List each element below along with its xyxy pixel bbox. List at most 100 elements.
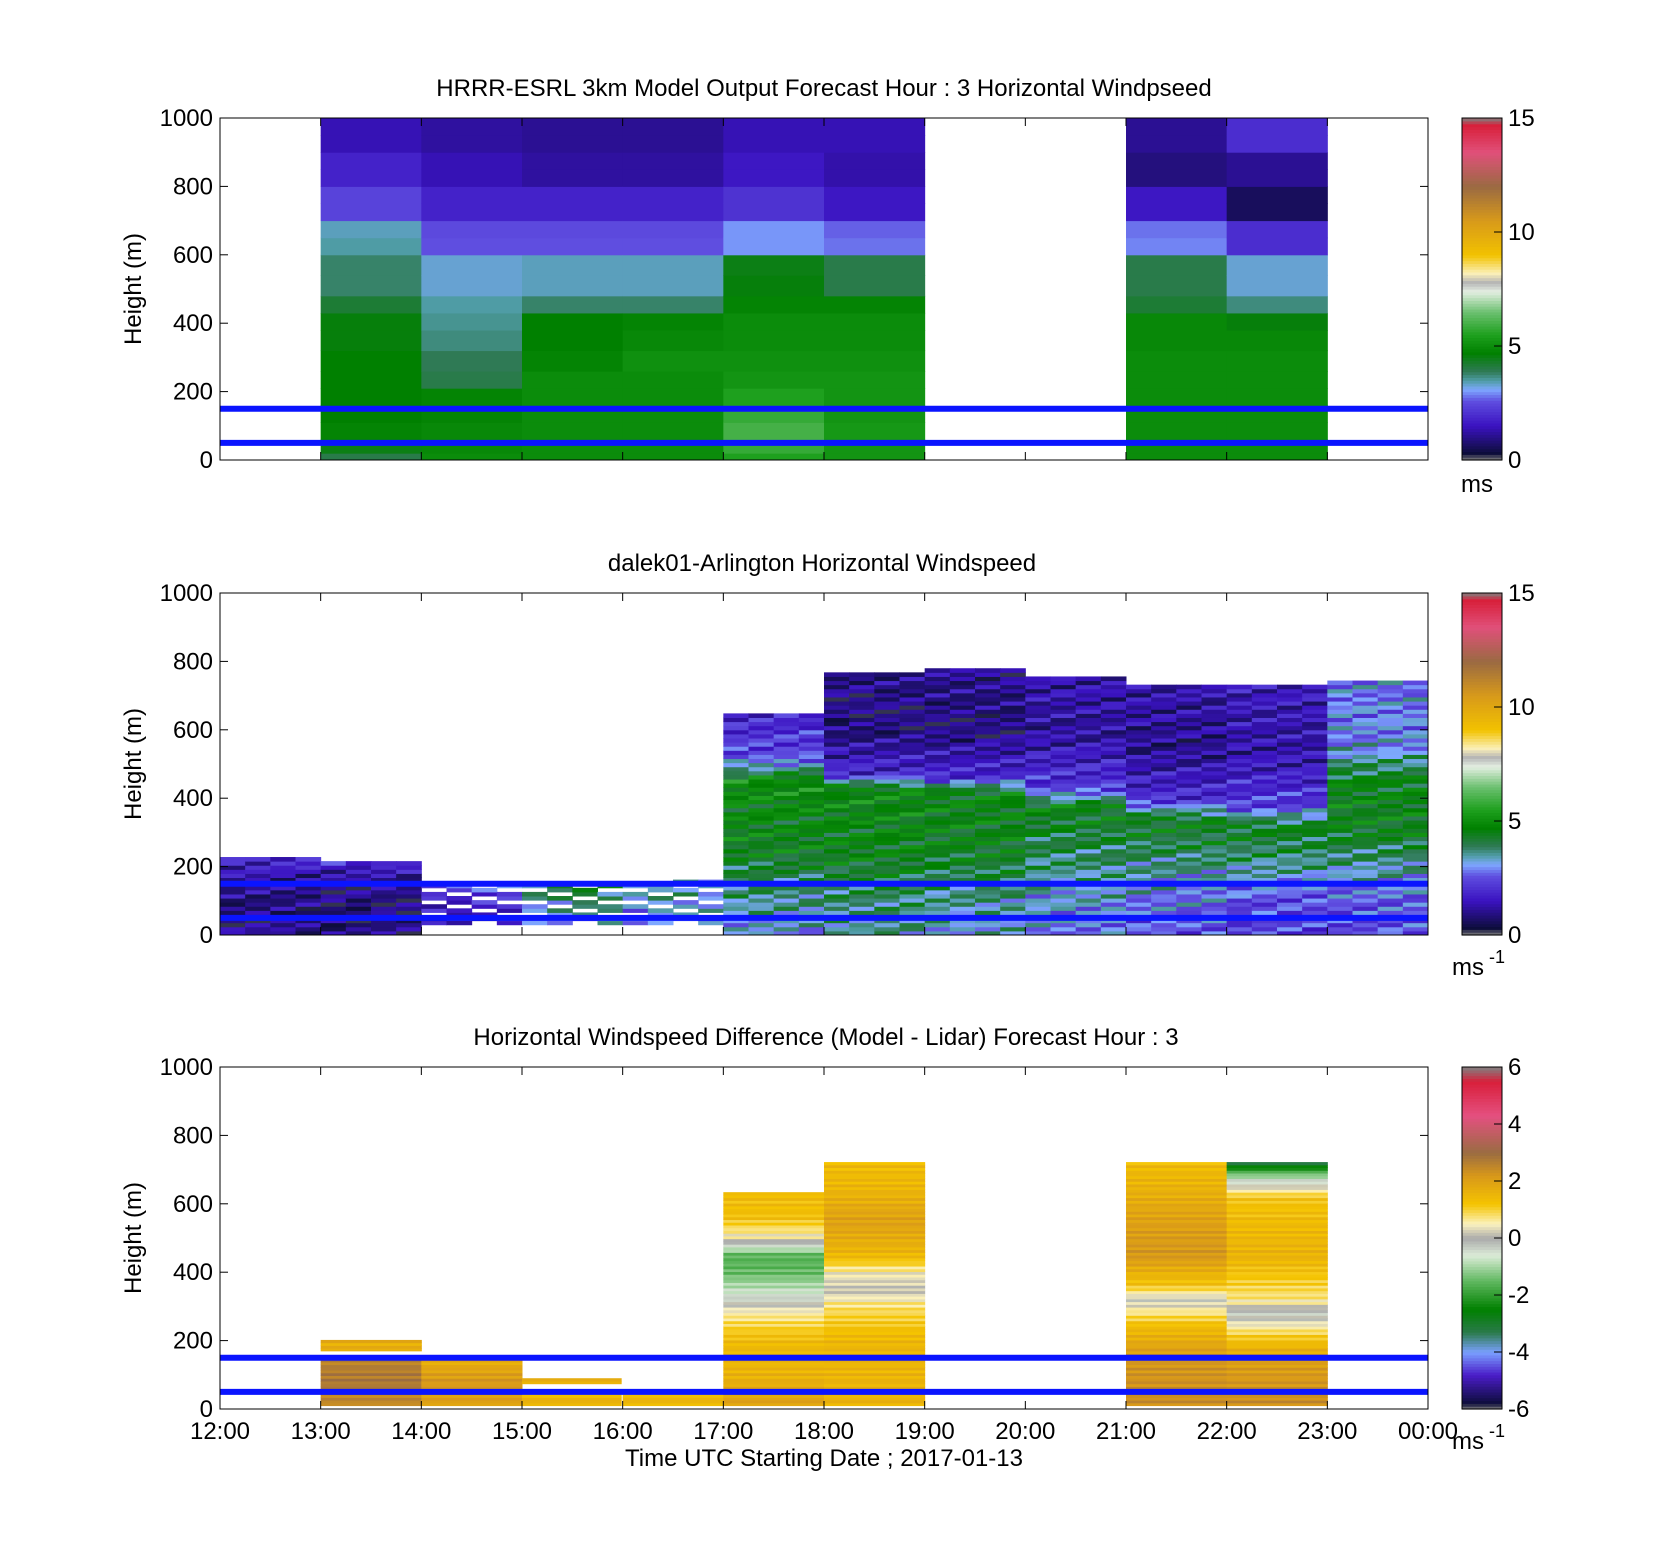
heatmap-cell [1075, 783, 1102, 788]
colorbar-cell [1462, 317, 1502, 321]
heatmap-cell [1050, 688, 1077, 694]
colorbar-cell [1462, 1334, 1502, 1339]
heatmap-cell [924, 750, 951, 755]
heatmap-cell [1302, 766, 1328, 772]
heatmap-cell [1050, 783, 1077, 788]
heatmap-cell [1201, 799, 1228, 805]
heatmap-cell [1277, 898, 1303, 903]
heatmap-cell [824, 237, 926, 256]
colorbar-cell [1462, 454, 1502, 458]
heatmap-cell [748, 857, 775, 862]
heatmap-cell [1251, 738, 1278, 743]
heatmap-cell [824, 1162, 926, 1166]
heatmap-cell [824, 186, 926, 204]
heatmap-cell [748, 807, 775, 813]
heatmap-cell [622, 891, 649, 897]
heatmap-cell [220, 865, 246, 870]
heatmap-cell [1251, 820, 1278, 825]
heatmap-cell [1000, 820, 1026, 825]
heatmap-cell [1126, 1271, 1228, 1275]
heatmap-cell [1327, 779, 1353, 784]
heatmap-cell [849, 922, 875, 928]
heatmap-cell [773, 762, 800, 768]
heatmap-cell [1302, 832, 1328, 838]
heatmap-cell [1302, 840, 1328, 846]
colorbar-cell [1462, 120, 1502, 125]
heatmap-cell [1100, 717, 1127, 723]
heatmap-cell [1176, 779, 1202, 784]
heatmap-cell [1176, 762, 1202, 768]
colorbar-cell [1462, 1198, 1502, 1202]
heatmap-cell [496, 896, 523, 901]
heatmap-cell [1000, 791, 1026, 796]
colorbar-cell [1462, 149, 1502, 153]
heatmap-cell [220, 906, 246, 911]
heatmap-cell [1100, 861, 1127, 866]
heatmap-cell [1277, 717, 1303, 723]
heatmap-cell [1327, 885, 1353, 891]
heatmap-cell [1226, 1257, 1328, 1262]
heatmap-cell [1151, 783, 1177, 788]
heatmap-cell [874, 705, 900, 710]
heatmap-cell [245, 898, 271, 903]
heatmap-cell [320, 1345, 422, 1349]
heatmap-cell [1050, 742, 1077, 747]
colorbar-cell [1462, 1309, 1502, 1313]
heatmap-cell [522, 1394, 622, 1398]
y-tick-label: 200 [173, 379, 213, 406]
heatmap-cell [824, 1255, 926, 1259]
heatmap-cell [1251, 906, 1278, 911]
heatmap-cell [1226, 1178, 1328, 1182]
colorbar-cell [1462, 1357, 1502, 1362]
heatmap-cell [1100, 709, 1127, 714]
heatmap-cell [874, 774, 900, 780]
y-tick-label: 1000 [160, 1054, 213, 1081]
colorbar-cell [1462, 744, 1502, 748]
heatmap-cell [1226, 795, 1253, 801]
heatmap-cell [1251, 750, 1278, 755]
heatmap-cell [874, 696, 900, 702]
heatmap-cell [1151, 926, 1177, 932]
heatmap-cell [1025, 762, 1051, 768]
heatmap-cell [748, 791, 775, 796]
x-ticks: 12:00 13:00 14:00 15:00 16:00 17:00 18:00 19:00… [190, 1067, 1458, 1445]
heatmap-cell [1377, 893, 1404, 899]
heatmap-cell [899, 799, 926, 805]
heatmap-cell [1050, 758, 1077, 764]
heatmap-cell [1402, 791, 1428, 796]
heatmap-cell [1226, 1194, 1328, 1199]
heatmap-cell [849, 898, 875, 903]
heatmap-cell [1025, 836, 1051, 842]
heatmap-cell [949, 844, 976, 850]
colorbar-cell [1462, 932, 1502, 936]
heatmap-cell [949, 709, 976, 714]
heatmap-cell [320, 422, 422, 440]
heatmap-cell [421, 1370, 523, 1374]
heatmap-cell [798, 885, 825, 891]
heatmap-cell [849, 672, 875, 677]
heatmap-cell [1126, 1205, 1228, 1210]
heatmap-cell [1377, 733, 1404, 739]
heatmap-cell [949, 668, 976, 673]
heatmap-cell [522, 371, 624, 389]
colorbar-cell [1462, 297, 1502, 301]
heatmap-cell [949, 852, 976, 858]
heatmap-cell [1226, 1342, 1328, 1346]
heatmap-cell [1277, 893, 1303, 899]
colorbar-tick-label: 15 [1508, 580, 1535, 607]
heatmap-cell [1126, 1170, 1228, 1174]
heatmap-cell [220, 861, 246, 866]
heatmap-cell [824, 1205, 926, 1210]
heatmap-cell [1126, 873, 1152, 879]
heatmap-cell [622, 371, 724, 389]
heatmap-cell [824, 688, 850, 694]
heatmap-cell [849, 774, 875, 780]
heatmap-cell [849, 725, 875, 731]
heatmap-cell [320, 1383, 422, 1387]
heatmap-cell [1226, 1386, 1328, 1390]
heatmap-cell [295, 930, 322, 935]
heatmap-cell [1352, 754, 1379, 760]
heatmap-cell [396, 898, 422, 903]
heatmap-cell [1126, 1235, 1228, 1240]
colorbar-cell [1462, 328, 1502, 333]
